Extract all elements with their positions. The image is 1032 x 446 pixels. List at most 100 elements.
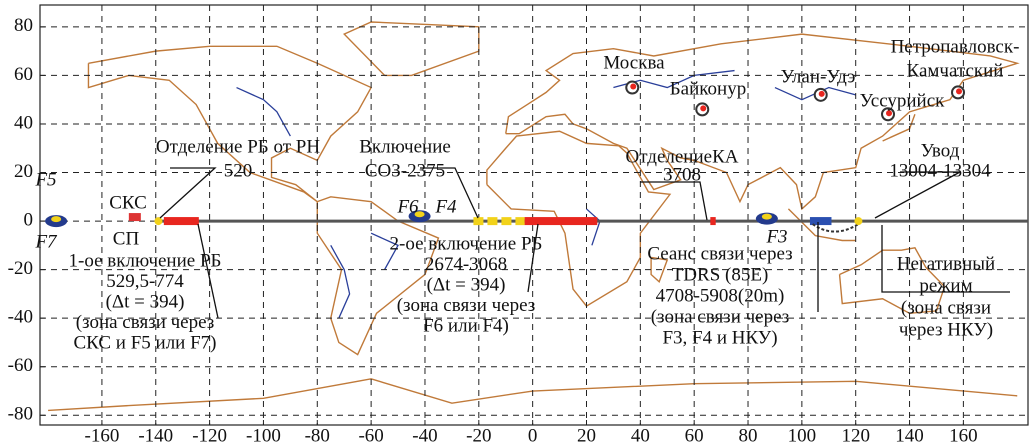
- annotation: (зона связи через: [76, 312, 215, 333]
- coastline: [486, 130, 672, 307]
- annotation: Негативный: [897, 253, 995, 274]
- annotation: (Δt = 394): [427, 274, 506, 295]
- annotation: Уссурийск: [860, 90, 946, 111]
- annotation: 13004-13304: [889, 160, 991, 181]
- annotation: Байконур: [670, 78, 746, 99]
- annotation: Улан-Удэ: [781, 66, 856, 87]
- annotation: Камчатский: [907, 60, 1004, 81]
- annotation: СОЗ-2375: [365, 160, 445, 181]
- annotation: ОтделениеКА: [626, 146, 739, 167]
- leader-line: [197, 223, 219, 319]
- leader-line: [874, 171, 961, 219]
- track-segment: [710, 217, 716, 226]
- coastline: [343, 21, 480, 77]
- x-tick-label: -160: [85, 425, 120, 446]
- annotation: СП: [113, 228, 140, 249]
- river: [370, 232, 399, 270]
- annotation: через НКУ): [899, 319, 993, 340]
- annotation: режим: [919, 275, 972, 296]
- leader-line: [527, 223, 539, 293]
- leader-line: [420, 167, 479, 219]
- x-tick-label: -140: [138, 425, 173, 446]
- x-tick-label: 60: [685, 425, 704, 446]
- map-frame: [39, 4, 1029, 426]
- annotation: Сеанс связи через: [647, 243, 792, 264]
- annotation: 2-ое включение РБ: [390, 233, 543, 254]
- x-tick-label: -100: [246, 425, 281, 446]
- event-point: [154, 217, 163, 226]
- track-segment: [809, 217, 832, 226]
- y-tick-label: 40: [14, 112, 33, 133]
- city-marker: [818, 90, 825, 97]
- annotation: F6: [396, 196, 419, 217]
- leader-line: [640, 181, 708, 221]
- x-tick-label: -80: [305, 425, 330, 446]
- track: [45, 80, 1028, 319]
- y-tick-label: 20: [14, 161, 33, 182]
- station-icon: [414, 211, 425, 218]
- annotation: Петропавловск-: [891, 36, 1020, 57]
- annotation: (зона связи через: [397, 295, 536, 316]
- city-marker: [886, 110, 893, 117]
- leader-line: [159, 167, 217, 219]
- x-tick-label: -60: [358, 425, 383, 446]
- annotation: Увод: [921, 140, 960, 161]
- annotation: Отделение РБ от РН: [156, 136, 320, 157]
- city-marker: [700, 105, 707, 112]
- city-marker: [956, 88, 963, 95]
- annotation: TDRS (85E): [672, 264, 769, 285]
- y-tick-label: 0: [24, 209, 34, 230]
- x-tick-label: 160: [949, 425, 978, 446]
- annotation: F6 или F4): [423, 315, 509, 336]
- annotation: Включение: [359, 136, 451, 157]
- annotation: 529,5-774: [106, 271, 184, 292]
- x-tick-label: 140: [895, 425, 924, 446]
- leader-line: [881, 225, 1010, 293]
- river: [330, 245, 351, 319]
- annotation: F7: [34, 231, 58, 252]
- annotation: СКС: [109, 192, 147, 213]
- annotation: F4: [434, 196, 457, 217]
- y-tick-label: 60: [14, 64, 33, 85]
- coastline: [87, 45, 373, 203]
- annotation: СКС и F5 или F7): [74, 332, 217, 353]
- track-segment: [524, 217, 598, 226]
- city-marker: [630, 83, 637, 90]
- annotation: 520: [224, 160, 253, 181]
- annotation: F3, F4 и НКУ): [662, 327, 777, 348]
- annotation: 3708: [663, 164, 701, 185]
- coastline: [650, 256, 669, 283]
- x-tick-label: -20: [466, 425, 491, 446]
- x-tick-label: 40: [631, 425, 650, 446]
- station-icon: [51, 216, 62, 223]
- x-tick-label: 120: [841, 425, 870, 446]
- y-tick-label: 80: [14, 15, 33, 36]
- annotation: (зона связи через: [651, 306, 790, 327]
- event-point: [854, 217, 863, 226]
- x-tick-label: 20: [577, 425, 596, 446]
- x-tick-label: -120: [192, 425, 227, 446]
- track-segment: [163, 217, 199, 226]
- x-tick-label: 100: [788, 425, 817, 446]
- annotation: (Δt = 394): [106, 291, 185, 312]
- y-tick-label: -20: [8, 258, 33, 279]
- coastline: [505, 33, 1020, 211]
- x-tick-label: 80: [739, 425, 758, 446]
- annotation: (зона связи: [901, 297, 991, 318]
- y-tick-label: -60: [8, 355, 33, 376]
- annotation: Москва: [603, 52, 665, 73]
- x-tick-label: 0: [528, 425, 538, 446]
- annotation: F3: [765, 226, 787, 247]
- annotation: F5: [34, 169, 56, 190]
- y-tick-label: -40: [8, 307, 33, 328]
- coastline: [838, 246, 946, 315]
- station-icon: [761, 213, 772, 220]
- ground-station: [128, 213, 141, 222]
- annotation: 1-ое включение РБ: [69, 250, 222, 271]
- labels: F5 F7 СКС СП F6 F4 F3 Отделение РБ от РН 520 Вклю…: [34, 36, 1019, 353]
- y-tick-label: -80: [8, 404, 33, 425]
- annotation: 4708-5908(20m): [656, 285, 785, 306]
- annotation: 2674-3068: [425, 254, 507, 275]
- x-tick-label: -40: [412, 425, 437, 446]
